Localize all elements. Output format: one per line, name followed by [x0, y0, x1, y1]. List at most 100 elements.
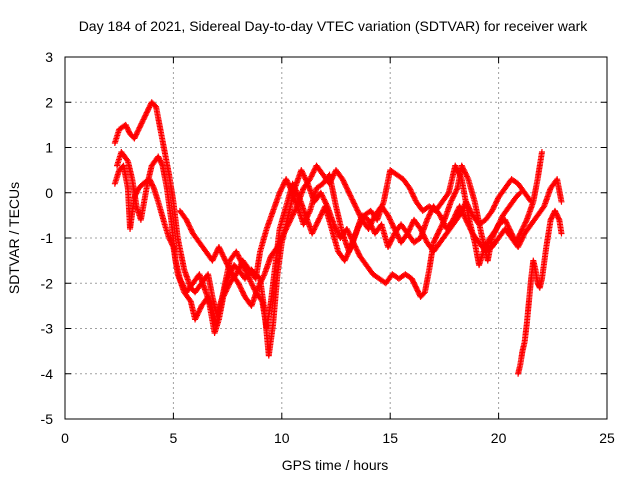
data-point: [496, 220, 503, 227]
data-point: [492, 201, 499, 208]
data-point: [454, 168, 461, 175]
data-point: [212, 250, 219, 257]
data-point: [329, 173, 336, 180]
data-point: [356, 211, 363, 218]
data-point: [314, 219, 321, 226]
data-point: [287, 216, 294, 223]
data-point: [353, 246, 360, 253]
data-point: [517, 238, 524, 245]
data-point: [308, 173, 315, 180]
data-point: [248, 281, 255, 288]
data-point: [460, 204, 467, 211]
data-point: [279, 233, 286, 240]
y-axis-label: SDTVAR / TECUs: [6, 182, 22, 294]
data-point: [458, 208, 465, 215]
series-sat-d: [176, 162, 535, 309]
data-point: [233, 249, 240, 256]
data-point: [558, 198, 565, 205]
data-point: [141, 115, 148, 122]
data-point: [492, 199, 499, 206]
data-point: [334, 229, 341, 236]
data-point: [219, 252, 226, 259]
data-point: [457, 173, 464, 180]
data-point: [316, 215, 323, 222]
data-point: [274, 244, 281, 251]
data-point: [463, 200, 470, 207]
data-point: [519, 234, 526, 241]
data-point: [235, 254, 242, 261]
data-point: [520, 223, 527, 230]
data-point: [485, 237, 492, 244]
data-point: [490, 205, 497, 212]
data-point: [139, 119, 146, 126]
data-point: [519, 226, 526, 233]
data-point: [249, 282, 256, 289]
data-point: [311, 226, 318, 233]
data-point: [309, 229, 316, 236]
data-point: [151, 102, 158, 109]
data-point: [460, 165, 467, 172]
data-point: [305, 210, 312, 217]
data-point: [450, 193, 457, 200]
data-point: [245, 274, 252, 281]
data-point: [184, 218, 191, 225]
data-point: [437, 225, 444, 232]
data-point: [244, 273, 251, 280]
data-point: [277, 188, 284, 195]
data-point: [494, 224, 501, 231]
data-point: [390, 223, 397, 230]
data-point: [456, 170, 463, 177]
data-point: [300, 171, 307, 178]
data-point: [387, 238, 394, 245]
data-point: [394, 232, 401, 239]
data-point: [489, 206, 496, 213]
data-point: [183, 216, 190, 223]
data-point: [318, 210, 325, 217]
data-point: [449, 194, 456, 201]
data-point: [315, 218, 322, 225]
data-point: [223, 260, 230, 267]
data-point: [352, 244, 359, 251]
data-point: [235, 265, 242, 272]
y-tick-label: -5: [41, 411, 54, 427]
data-point: [317, 212, 324, 219]
data-point: [258, 276, 265, 283]
data-point: [407, 186, 414, 193]
data-point: [195, 308, 202, 315]
data-point: [310, 168, 317, 175]
data-point: [276, 239, 283, 246]
data-point: [301, 218, 308, 225]
data-point: [346, 189, 353, 196]
data-point: [300, 172, 307, 179]
data-point: [150, 183, 157, 190]
data-point: [527, 197, 534, 204]
data-point: [417, 225, 424, 232]
data-point: [391, 225, 398, 232]
data-point: [137, 121, 144, 128]
data-point: [427, 208, 434, 215]
data-point: [408, 189, 415, 196]
data-point: [216, 245, 223, 252]
data-point: [386, 241, 393, 248]
data-point: [419, 230, 426, 237]
data-point: [209, 257, 216, 264]
data-point: [420, 232, 427, 239]
data-point: [211, 253, 218, 260]
data-point: [308, 172, 315, 179]
data-point: [515, 244, 522, 251]
data-point: [344, 185, 351, 192]
data-point: [386, 216, 393, 223]
data-point: [346, 191, 353, 198]
data-point: [219, 250, 226, 257]
data-point: [236, 255, 243, 262]
data-point: [328, 176, 335, 183]
data-point: [357, 214, 364, 221]
data-point: [426, 212, 433, 219]
data-point: [187, 226, 194, 233]
data-point: [519, 235, 526, 242]
data-point: [222, 288, 229, 295]
data-point: [389, 234, 396, 241]
x-axis-label: GPS time / hours: [282, 457, 389, 473]
data-point: [288, 188, 295, 195]
data-point: [278, 235, 285, 242]
